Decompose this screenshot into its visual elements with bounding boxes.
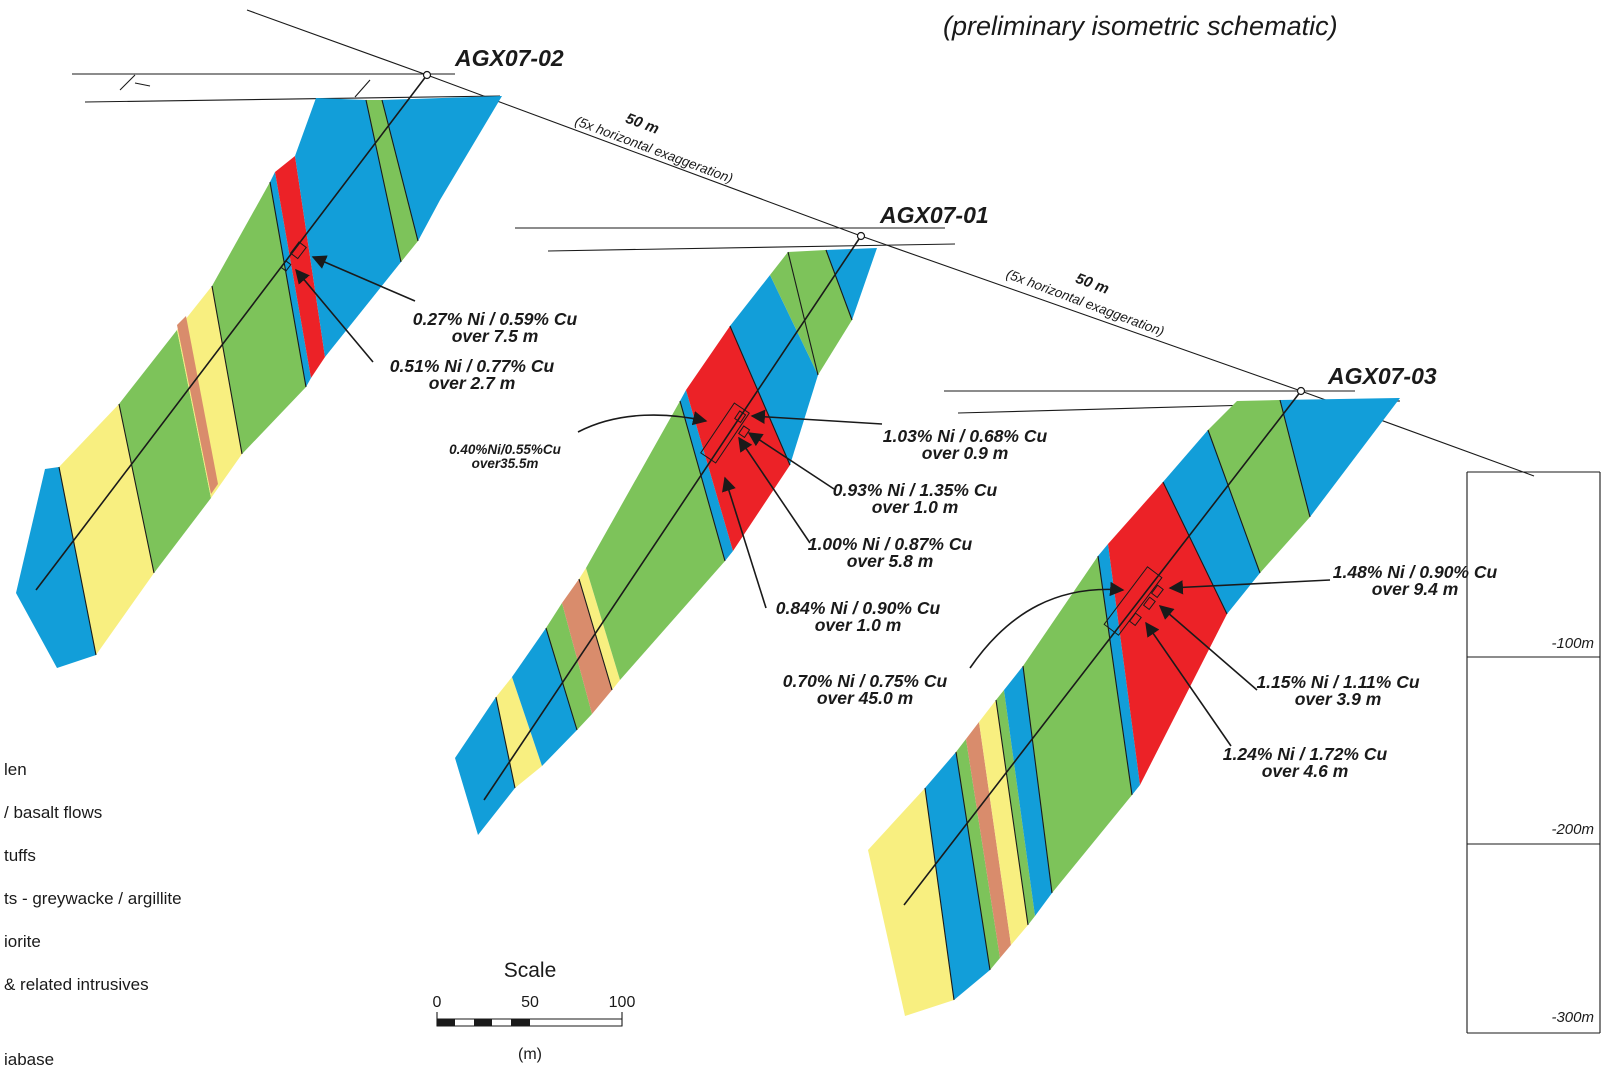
svg-text:0.70% Ni / 0.75% Cu: 0.70% Ni / 0.75% Cu <box>783 671 948 691</box>
legend-item: & related intrusives <box>4 975 149 994</box>
depth-scale: -100m -200m -300m <box>1466 471 1601 1034</box>
unit-yellow-b1 <box>496 677 542 788</box>
assay-arrows <box>295 255 1331 747</box>
section-agx07-02 <box>16 70 502 668</box>
svg-text:1.48% Ni / 0.90% Cu: 1.48% Ni / 0.90% Cu <box>1333 562 1498 582</box>
surface-line-1b <box>84 95 501 103</box>
svg-text:over 2.7 m: over 2.7 m <box>429 373 516 393</box>
unit-blue-c2 <box>1004 666 1052 916</box>
legend-item: len <box>4 760 27 779</box>
unit-green-2 <box>212 182 306 454</box>
svg-text:1.24% Ni / 1.72% Cu: 1.24% Ni / 1.72% Cu <box>1223 744 1388 764</box>
legend-item: ts - greywacke / argillite <box>4 889 182 908</box>
svg-text:0.51% Ni / 0.77% Cu: 0.51% Ni / 0.77% Cu <box>390 356 555 376</box>
legend-item: iabase <box>4 1050 54 1069</box>
assay-label: 0.27% Ni / 0.59% Cu over 7.5 m <box>413 309 578 346</box>
svg-text:1.00% Ni / 0.87% Cu: 1.00% Ni / 0.87% Cu <box>808 534 973 554</box>
unit-green-b2 <box>586 401 725 680</box>
scale-tick-100: 100 <box>609 994 636 1011</box>
spacing-note-2: 50 m (5x horizontal exaggeration) <box>1004 266 1166 339</box>
scale-tick-0: 0 <box>433 994 442 1011</box>
unit-green-c1 <box>956 739 1000 970</box>
assay-label: 0.84% Ni / 0.90% Cu over 1.0 m <box>776 598 941 635</box>
unit-blue-lower <box>16 467 96 668</box>
section-agx07-03 <box>868 386 1401 1016</box>
unit-yellow-2 <box>177 286 242 498</box>
legend: len / basalt flows tuffs ts - greywacke … <box>4 760 182 1069</box>
svg-text:over 45.0 m: over 45.0 m <box>817 688 913 708</box>
unit-blue-thin <box>270 172 311 387</box>
unit-red-c1 <box>1108 482 1227 785</box>
unit-blue-c3 <box>1098 544 1140 795</box>
assay-label: 1.48% Ni / 0.90% Cu over 9.4 m <box>1333 562 1498 599</box>
unit-blue-top <box>382 96 502 241</box>
drill-trace-2 <box>483 235 862 801</box>
svg-text:1.15% Ni / 1.11% Cu: 1.15% Ni / 1.11% Cu <box>1256 672 1419 692</box>
legend-item: iorite <box>4 932 41 951</box>
surface-line-2b <box>547 243 956 252</box>
unit-green-c3 <box>1023 556 1132 893</box>
svg-text:over 4.6 m: over 4.6 m <box>1262 761 1349 781</box>
assay-label: 0.70% Ni / 0.75% Cu over 45.0 m <box>783 671 948 708</box>
svg-text:0.27% Ni / 0.59% Cu: 0.27% Ni / 0.59% Cu <box>413 309 578 329</box>
svg-text:over 3.9 m: over 3.9 m <box>1295 689 1382 709</box>
svg-text:over 1.0 m: over 1.0 m <box>872 497 959 517</box>
assay-label: 0.40%Ni/0.55%Cu over35.5m <box>449 442 562 471</box>
unit-blue-b3 <box>680 390 733 561</box>
svg-text:over35.5m: over35.5m <box>472 456 539 471</box>
diagram-title: (preliminary isometric schematic) <box>943 11 1338 41</box>
drill-trace-1 <box>35 74 428 591</box>
svg-text:over 9.4 m: over 9.4 m <box>1372 579 1459 599</box>
unit-green-c2 <box>996 690 1035 925</box>
unit-brown-1 <box>177 316 218 494</box>
unit-green-c4 <box>1208 400 1310 573</box>
svg-text:0.40%Ni/0.55%Cu: 0.40%Ni/0.55%Cu <box>449 442 562 457</box>
hole-label-agx07-01: AGX07-01 <box>879 202 989 228</box>
scale-unit: (m) <box>518 1046 542 1063</box>
unit-blue-b4 <box>730 275 818 465</box>
svg-text:over 1.0 m: over 1.0 m <box>815 615 902 635</box>
svg-text:over 0.9 m: over 0.9 m <box>922 443 1009 463</box>
scale-tick-50: 50 <box>521 994 539 1011</box>
assay-label: 1.00% Ni / 0.87% Cu over 5.8 m <box>808 534 973 571</box>
depth-label-100: -100m <box>1551 635 1594 652</box>
unit-red-b1 <box>686 326 790 551</box>
unit-blue-b2 <box>512 628 577 766</box>
svg-text:over 5.8 m: over 5.8 m <box>847 551 934 571</box>
unit-blue-b5 <box>826 248 877 320</box>
unit-yellow-b2 <box>579 568 620 690</box>
scale-title: Scale <box>504 959 557 982</box>
legend-item: tuffs <box>4 846 36 865</box>
depth-label-200: -200m <box>1551 821 1594 838</box>
drill-trace-3 <box>903 390 1302 906</box>
assay-label: 1.15% Ni / 1.11% Cu over 3.9 m <box>1256 672 1419 709</box>
unit-green-upper <box>366 100 418 262</box>
depth-label-300: -300m <box>1551 1009 1594 1026</box>
section-agx07-01 <box>455 227 956 835</box>
unit-green-b1 <box>546 603 592 730</box>
unit-blue-b1 <box>455 697 515 835</box>
unit-yellow-c2 <box>979 700 1028 945</box>
assay-label: 0.51% Ni / 0.77% Cu over 2.7 m <box>390 356 555 393</box>
svg-text:over 7.5 m: over 7.5 m <box>452 326 539 346</box>
hole-label-agx07-03: AGX07-03 <box>1327 363 1437 389</box>
unit-blue-c5 <box>1280 398 1400 517</box>
unit-red-1 <box>275 156 325 378</box>
unit-blue-c1 <box>925 752 990 1000</box>
assay-label: 1.03% Ni / 0.68% Cu over 0.9 m <box>883 426 1048 463</box>
spacing-note-1: 50 m (5x horizontal exaggeration) <box>573 110 735 186</box>
unit-blue-upper <box>295 98 401 357</box>
legend-item: / basalt flows <box>4 803 102 822</box>
svg-text:1.03% Ni / 0.68% Cu: 1.03% Ni / 0.68% Cu <box>883 426 1048 446</box>
svg-text:0.84% Ni / 0.90% Cu: 0.84% Ni / 0.90% Cu <box>776 598 941 618</box>
unit-blue-c4 <box>1163 430 1260 614</box>
svg-text:0.93% Ni / 1.35% Cu: 0.93% Ni / 1.35% Cu <box>833 480 998 500</box>
assay-label: 1.24% Ni / 1.72% Cu over 4.6 m <box>1223 744 1388 781</box>
assay-label: 0.93% Ni / 1.35% Cu over 1.0 m <box>833 480 998 517</box>
hole-label-agx07-02: AGX07-02 <box>454 45 564 71</box>
unit-brown-c1 <box>966 722 1011 958</box>
scale-bar: Scale 0 50 100 (m) <box>433 959 636 1063</box>
